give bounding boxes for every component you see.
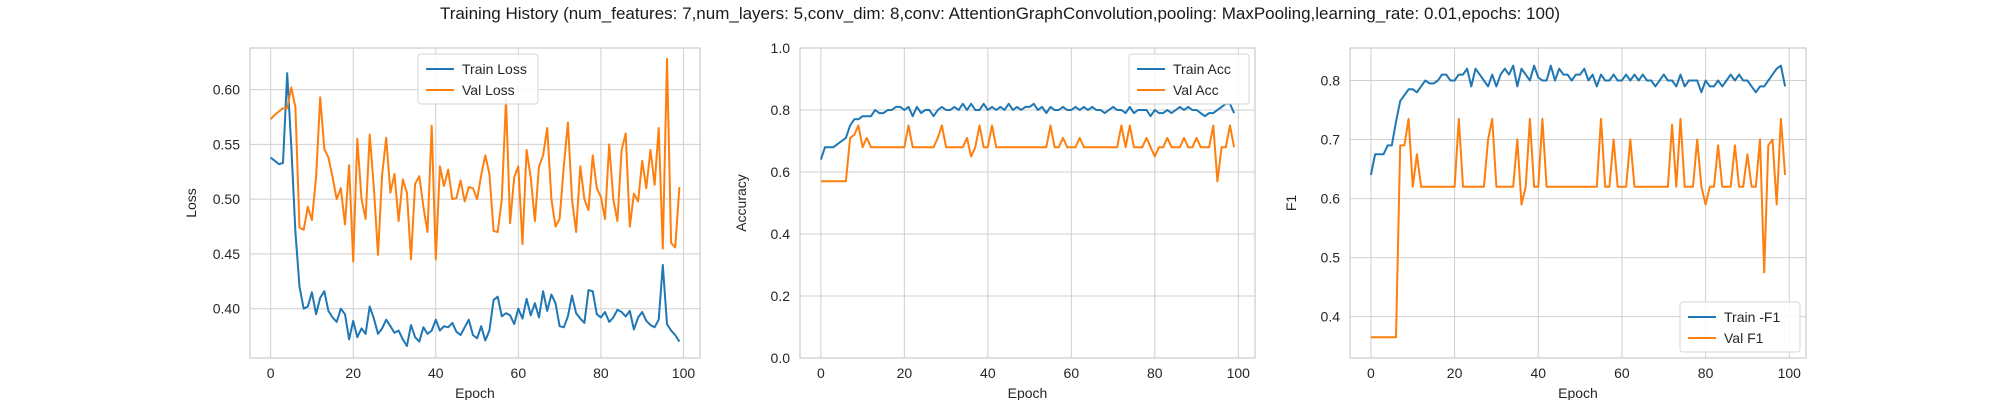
loss-xtick-label: 40 <box>428 365 444 381</box>
f1-legend-label: Val F1 <box>1724 330 1764 346</box>
f1-ytick-label: 0.5 <box>1321 250 1341 266</box>
accuracy-legend-label: Val Acc <box>1173 82 1219 98</box>
f1-ytick-label: 0.8 <box>1321 72 1341 88</box>
f1-axes-frame <box>1349 47 1807 359</box>
accuracy-xtick-label: 0 <box>817 365 825 381</box>
loss-xtick-label: 0 <box>267 365 275 381</box>
accuracy-xtick-label: 40 <box>980 365 996 381</box>
accuracy-ytick-label: 0.4 <box>771 226 791 242</box>
f1-subplot: 0 20 40 60 80 100 0.4 0.5 0.6 0.7 0.8 Epoch F1 Train … <box>1283 47 1807 400</box>
accuracy-xtick-label: 20 <box>897 365 913 381</box>
accuracy-xtick-label: 60 <box>1064 365 1080 381</box>
loss-legend-label: Val Loss <box>462 82 515 98</box>
loss-xtick-label: 60 <box>511 365 527 381</box>
f1-series-val-line <box>1370 117 1787 339</box>
loss-ytick-label: 0.55 <box>213 136 240 152</box>
accuracy-subplot: 0 20 40 60 80 100 0.0 0.2 0.4 0.6 0.8 1.0 Epoch Accur… <box>733 40 1256 400</box>
accuracy-ytick-label: 1.0 <box>771 40 791 56</box>
loss-ytick-label: 0.60 <box>213 82 240 98</box>
accuracy-xlabel: Epoch <box>1008 385 1048 400</box>
f1-series-train-line <box>1369 64 1787 176</box>
loss-legend: Train Loss Val Loss <box>417 53 539 105</box>
f1-xtick-label: 80 <box>1698 365 1714 381</box>
loss-xtick-label: 100 <box>672 365 696 381</box>
f1-xtick-label: 20 <box>1447 365 1463 381</box>
loss-axes-frame <box>249 47 701 359</box>
loss-xlabel: Epoch <box>455 385 495 400</box>
accuracy-ytick-label: 0.8 <box>771 102 791 118</box>
f1-ytick-label: 0.7 <box>1321 132 1341 148</box>
accuracy-legend-label: Train Acc <box>1173 61 1231 77</box>
loss-ytick-label: 0.40 <box>213 301 240 317</box>
accuracy-ytick-label: 0.6 <box>771 164 791 180</box>
accuracy-xtick-label: 100 <box>1227 365 1251 381</box>
f1-xtick-label: 40 <box>1530 365 1546 381</box>
f1-xtick-label: 0 <box>1367 365 1375 381</box>
f1-legend: Train -F1 Val F1 <box>1679 301 1801 353</box>
f1-xtick-label: 100 <box>1778 365 1802 381</box>
accuracy-legend-box <box>1128 53 1250 105</box>
f1-ytick-label: 0.4 <box>1321 309 1341 325</box>
f1-ytick-label: 0.6 <box>1321 191 1341 207</box>
accuracy-xtick-label: 80 <box>1147 365 1163 381</box>
loss-ytick-label: 0.45 <box>213 246 240 262</box>
accuracy-ytick-label: 0.0 <box>771 350 791 366</box>
accuracy-axes-frame <box>799 47 1256 359</box>
f1-legend-label: Train -F1 <box>1724 309 1780 325</box>
loss-series-val-line <box>269 58 681 263</box>
accuracy-legend: Train Acc Val Acc <box>1128 53 1250 105</box>
loss-legend-label: Train Loss <box>462 61 527 77</box>
loss-xtick-label: 20 <box>345 365 361 381</box>
loss-xtick-label: 80 <box>593 365 609 381</box>
loss-subplot: 0 20 40 60 80 100 0.40 0.45 0.50 0.55 0.60 Epoch Los… <box>183 47 701 400</box>
accuracy-series-val-line <box>820 124 1236 183</box>
accuracy-series-train-line <box>819 102 1236 160</box>
f1-xlabel: Epoch <box>1558 385 1598 400</box>
accuracy-ylabel: Accuracy <box>733 174 749 232</box>
f1-xtick-label: 60 <box>1614 365 1630 381</box>
figure-title: Training History (num_features: 7,num_la… <box>439 4 1561 23</box>
loss-series-train-line <box>269 72 681 347</box>
loss-ytick-label: 0.50 <box>213 191 240 207</box>
f1-ylabel: F1 <box>1283 195 1299 212</box>
loss-legend-box <box>417 53 539 105</box>
loss-ylabel: Loss <box>183 188 199 218</box>
accuracy-ytick-label: 0.2 <box>771 288 791 304</box>
f1-legend-box <box>1679 301 1801 353</box>
